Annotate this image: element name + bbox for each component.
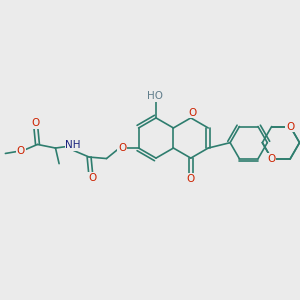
Text: HO: HO — [146, 91, 163, 101]
Text: O: O — [268, 154, 276, 164]
Text: O: O — [187, 174, 195, 184]
Text: O: O — [118, 143, 126, 153]
Text: NH: NH — [65, 140, 81, 150]
Text: O: O — [286, 122, 294, 131]
Text: O: O — [32, 118, 40, 128]
Text: O: O — [88, 173, 96, 183]
Text: O: O — [17, 146, 25, 156]
Text: O: O — [188, 107, 196, 118]
